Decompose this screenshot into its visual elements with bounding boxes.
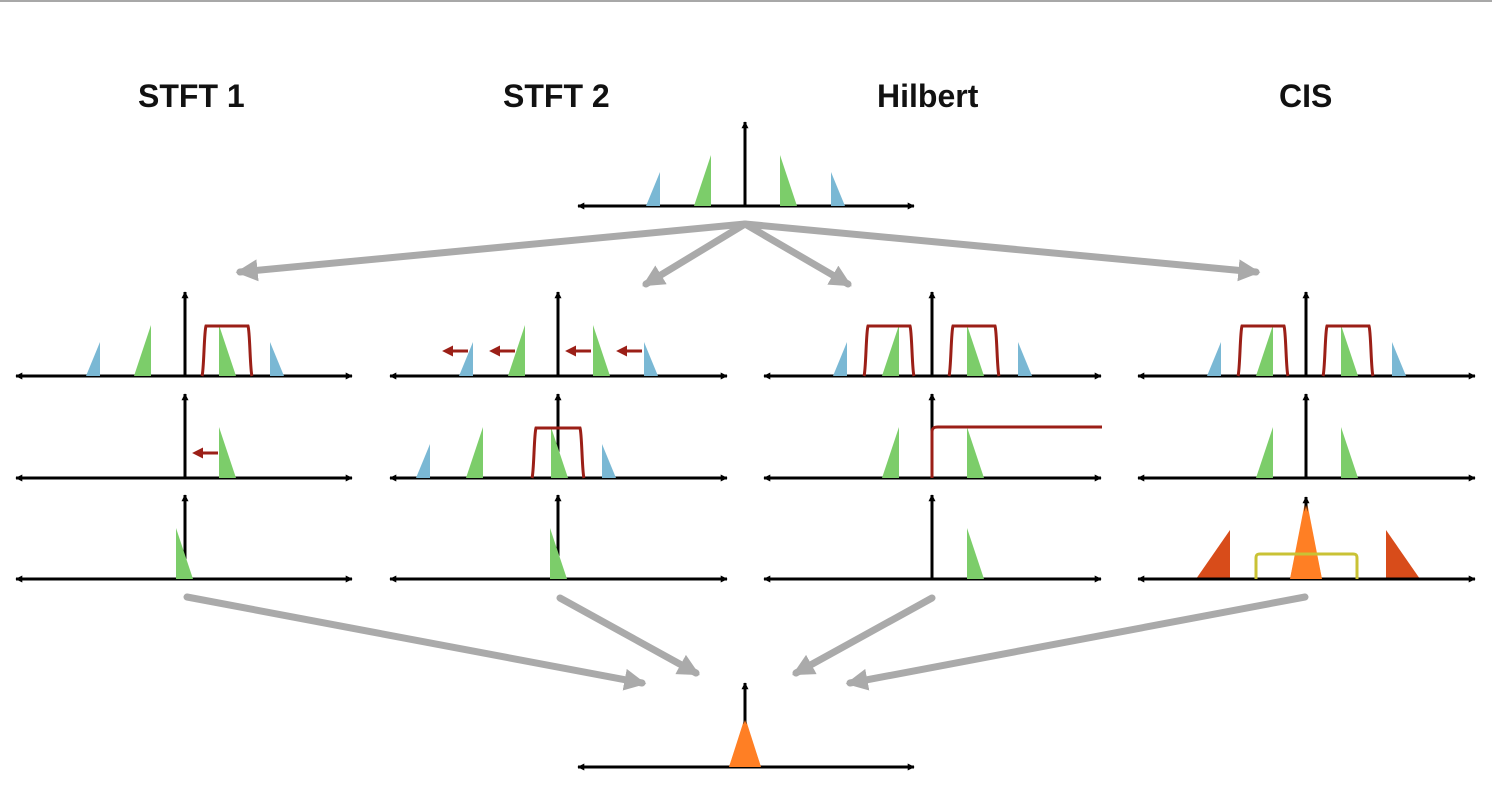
- green-peak: [882, 427, 899, 478]
- hilbert-row3: [763, 494, 1102, 583]
- lowpass-filter: [530, 426, 586, 479]
- orange-peak-overlay: [729, 720, 761, 767]
- green-peak: [134, 325, 151, 376]
- blue-peak: [833, 342, 847, 376]
- green-peak: [176, 528, 193, 579]
- dark-orange-peak: [1196, 530, 1230, 579]
- green-peak: [1341, 427, 1358, 478]
- green-peak: [551, 427, 568, 478]
- stft2-row1: [389, 291, 728, 380]
- green-peak: [882, 325, 899, 376]
- step-filter: [930, 425, 1102, 478]
- bandpass-filter: [1321, 324, 1375, 377]
- cis-row2: [1137, 393, 1476, 482]
- bandpass-filter: [200, 324, 254, 377]
- green-peak: [780, 155, 797, 206]
- green-peak: [967, 325, 984, 376]
- blue-peak: [646, 172, 660, 206]
- top-border: [0, 0, 1492, 2]
- dark-orange-peak: [1386, 530, 1420, 579]
- blue-peak: [1018, 342, 1032, 376]
- split-arrows: [235, 220, 1261, 288]
- green-peak: [967, 528, 984, 579]
- stft1-row3: [15, 494, 353, 583]
- merge-arrows: [183, 593, 1309, 691]
- blue-peak: [602, 444, 616, 478]
- green-peak: [593, 325, 610, 376]
- green-peak: [508, 325, 525, 376]
- green-peak: [694, 155, 711, 206]
- green-peak: [219, 325, 236, 376]
- blue-peak: [1392, 342, 1406, 376]
- bandpass-filter: [947, 324, 1001, 377]
- column-title-stft2: STFT 2: [503, 78, 610, 114]
- green-peak: [1256, 325, 1273, 376]
- output-spectrum: [577, 682, 915, 771]
- green-peak: [1341, 325, 1358, 376]
- blue-peak: [416, 444, 430, 478]
- blue-peak: [644, 342, 658, 376]
- blue-peak: [1207, 342, 1221, 376]
- hilbert-row2: [763, 393, 1102, 482]
- orange-peak-overlay: [1290, 505, 1322, 579]
- bandpass-filter: [1236, 324, 1290, 377]
- input-spectrum: [577, 121, 915, 210]
- cis-row1: [1137, 291, 1476, 380]
- green-peak: [550, 528, 567, 579]
- bandpass-filter: [862, 324, 916, 377]
- cis-row3: [1137, 496, 1476, 583]
- blue-peak: [459, 342, 473, 376]
- green-peak: [219, 427, 236, 478]
- green-peak: [967, 427, 984, 478]
- blue-peak: [86, 342, 100, 376]
- stft1-row2: [15, 393, 353, 482]
- stft1-row1: [15, 291, 353, 380]
- green-peak: [1256, 427, 1273, 478]
- blue-peak: [270, 342, 284, 376]
- stft2-row2: [389, 393, 728, 482]
- blue-peak: [831, 172, 845, 206]
- hilbert-row1: [763, 291, 1102, 380]
- green-peak: [466, 427, 483, 478]
- column-title-stft1: STFT 1: [138, 78, 245, 114]
- column-title-hilbert: Hilbert: [877, 78, 979, 114]
- column-title-cis: CIS: [1279, 78, 1333, 114]
- lowpass-filter: [1254, 552, 1359, 579]
- stft2-row3: [389, 494, 728, 583]
